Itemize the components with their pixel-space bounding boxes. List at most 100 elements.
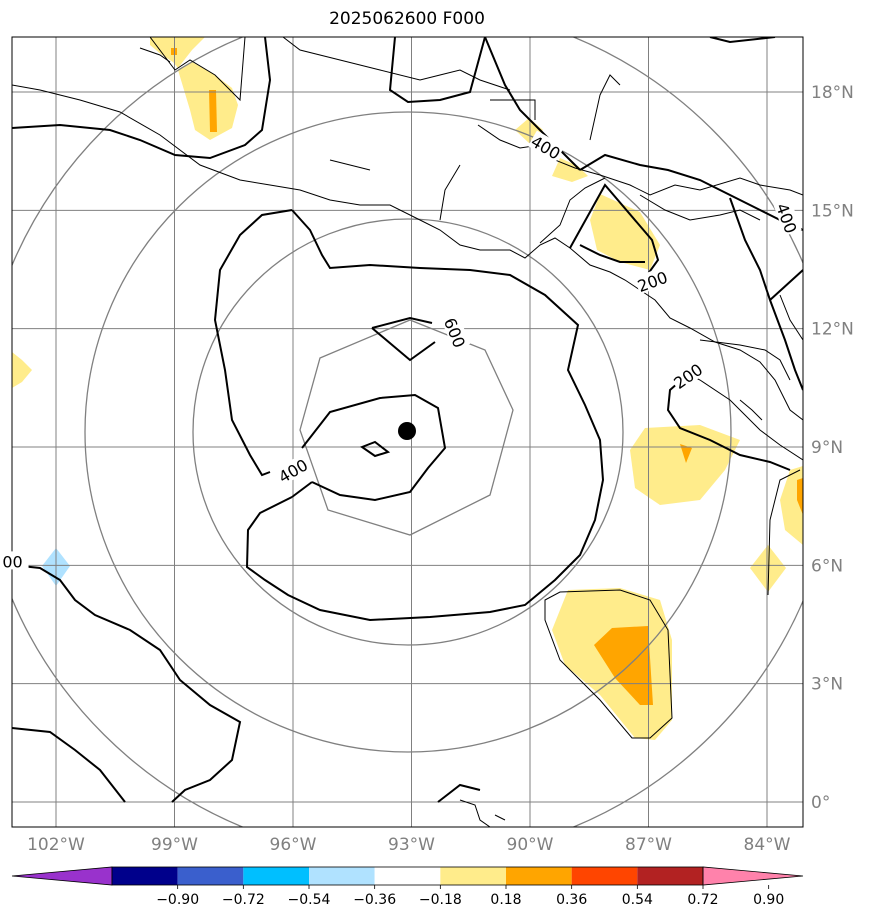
coastline — [779, 294, 803, 341]
shade-yellow-area — [590, 194, 660, 270]
contour-line — [569, 183, 660, 286]
contour-label-bg — [527, 130, 565, 163]
shade-yellow-area — [150, 37, 205, 68]
contour-label-bg — [633, 266, 671, 295]
latitude-tick-label: 0° — [811, 793, 830, 813]
contour-label-bg — [669, 358, 706, 392]
shade-orange-area — [209, 90, 217, 132]
contour-line — [213, 209, 293, 477]
longitude-tick-label: 90°W — [507, 835, 554, 855]
contour-label: 200 — [670, 360, 706, 393]
range-ring — [192, 218, 624, 646]
colorbar-segment — [374, 867, 441, 885]
range-rings — [12, 37, 803, 827]
center-marker — [398, 422, 416, 440]
longitude-tick-label: 99°W — [151, 835, 198, 855]
colorbar-tick-label: −0.18 — [419, 892, 462, 908]
longitude-tick-label: 93°W — [388, 835, 435, 855]
longitude-tick-label: 96°W — [270, 835, 317, 855]
longitude-tick-label: 102°W — [27, 835, 85, 855]
coastline — [699, 339, 791, 381]
contour-line — [371, 327, 436, 362]
shade-yellow-area — [552, 158, 588, 182]
colorbar-tick-label: −0.36 — [353, 892, 396, 908]
colorbar-segment — [637, 867, 703, 885]
longitude-labels: 102°W 99°W 96°W 93°W 90°W 87°W 84°W — [27, 835, 791, 855]
colorbar-tick-label: 0.90 — [753, 892, 784, 908]
coastline — [12, 84, 803, 421]
coastline — [459, 799, 491, 827]
contour-line — [245, 209, 605, 622]
colorbar-segment — [571, 867, 638, 885]
colorbar-tick-label: 0.72 — [687, 892, 718, 908]
colorbar-segment — [506, 867, 572, 885]
contour-line — [12, 564, 242, 803]
contour-line — [484, 37, 581, 171]
coastline — [739, 399, 763, 421]
colorbar-segment — [309, 867, 375, 885]
contour-label-bg — [0, 551, 29, 570]
coastline — [494, 814, 506, 821]
contour-label-bg — [441, 314, 471, 351]
height-contours — [12, 37, 803, 803]
map-title: 2025062600 F000 — [329, 9, 485, 29]
colorbar-tick-label: −0.72 — [222, 892, 265, 908]
contour-line — [12, 727, 126, 803]
colorbar-tick-label: −0.54 — [288, 892, 331, 908]
contour-label: 00 — [2, 552, 22, 571]
shade-yellow-area — [178, 62, 238, 140]
coastline — [539, 177, 606, 244]
contour-line — [769, 269, 803, 301]
colorbar-segment — [112, 867, 178, 885]
shade-yellow-area — [630, 425, 740, 505]
shade-yellow-area — [12, 352, 32, 388]
colorbar-tick-label: −0.90 — [156, 892, 199, 908]
coastline — [767, 469, 801, 596]
colorbar-tick-label: 0.36 — [556, 892, 587, 908]
shade-yellow-area — [515, 118, 543, 143]
coastline — [439, 164, 461, 221]
contour-label-bg — [274, 454, 311, 486]
shade-orange-area — [680, 444, 692, 463]
contour-line — [12, 37, 272, 160]
shade-yellow-area — [750, 545, 786, 592]
contour-line — [371, 316, 433, 329]
latitude-tick-label: 15°N — [811, 201, 854, 221]
latitude-tick-label: 9°N — [811, 438, 843, 458]
coastline — [490, 99, 536, 120]
colorbar-segment — [177, 867, 244, 885]
latitude-tick-label: 18°N — [811, 83, 854, 103]
colorbar-tick-label: 0.54 — [622, 892, 653, 908]
latitude-tick-label: 6°N — [811, 556, 843, 576]
longitude-tick-label: 84°W — [744, 835, 791, 855]
coastline — [149, 37, 246, 102]
contour-line — [388, 37, 486, 104]
contour-line — [301, 393, 447, 502]
coastline — [639, 194, 761, 221]
colorbar-segment — [440, 867, 506, 885]
shaded-fields — [12, 37, 803, 740]
coastline — [282, 37, 511, 91]
latitude-labels: 18°N 15°N 12°N 9°N 6°N 3°N 0° — [811, 83, 854, 813]
coastline — [544, 589, 673, 739]
contour-line — [579, 244, 645, 263]
coastline — [477, 124, 803, 196]
contour-label: 200 — [635, 268, 670, 296]
shade-orange-area — [797, 478, 803, 515]
coastline — [329, 159, 371, 171]
shade-orange-area — [594, 626, 653, 705]
latitude-tick-label: 3°N — [811, 675, 843, 695]
contour-label-bg — [773, 199, 802, 236]
coastline — [589, 74, 621, 141]
contour-line — [359, 440, 391, 458]
colorbar: −0.90 −0.72 −0.54 −0.36 −0.18 0.18 0.36 0.54 0.7… — [11, 866, 804, 908]
contour-label: 400 — [772, 201, 800, 236]
latitude-tick-label: 12°N — [811, 320, 854, 340]
contour-line — [291, 481, 313, 498]
contour-line — [666, 367, 791, 471]
range-ring — [84, 111, 732, 753]
contour-line — [437, 783, 481, 803]
colorbar-segment — [243, 867, 309, 885]
coastline — [139, 47, 171, 63]
